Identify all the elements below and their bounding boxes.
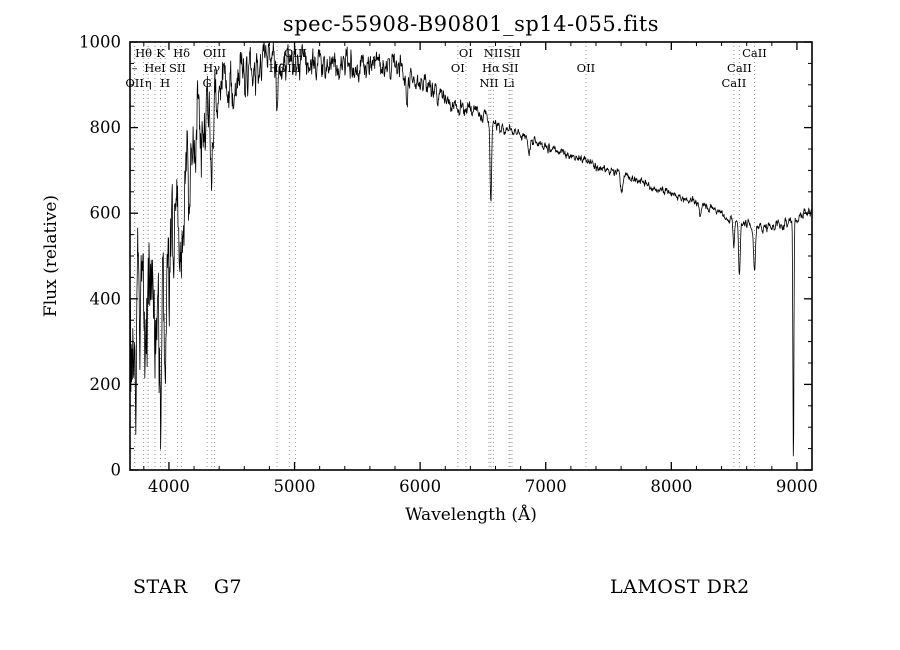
spectral-line-label: H [160,76,170,90]
y-tick-label: 200 [90,375,122,394]
y-tick-label: 1000 [79,33,121,52]
plot-title: spec-55908-B90801_sp14-055.fits [282,12,660,36]
survey-label: LAMOST DR2 [610,576,750,598]
spectral-line-label: Hδ [173,46,190,60]
object-class: STAR G7 [133,576,243,598]
spectral-line-label: CaII [727,61,752,75]
spectral-line-label: SII [503,46,520,60]
spectral-line-label: NII [479,76,498,90]
spectral-line-label: – [132,61,138,75]
spectral-line-label: OIII [203,46,226,60]
spectral-line-label: G [203,76,212,90]
x-tick-label: 4000 [148,477,190,496]
spectral-line-label: OII [577,61,596,75]
x-tick-label: 6000 [399,477,441,496]
spectral-line-label: K [156,46,165,60]
y-tick-label: 600 [90,204,122,223]
spectral-line-label: Hγ [203,61,220,75]
spectral-line-label: HeI [144,61,165,75]
spectral-line-label: CaII [722,76,747,90]
spectral-line-label: OI [459,46,473,60]
x-tick-label: 9000 [776,477,818,496]
x-tick-label: 5000 [274,477,316,496]
y-tick-label: 0 [111,461,122,480]
spectral-line-label: Hθ [135,46,152,60]
spectral-line-label: CaII [742,46,767,60]
spectral-line-label: OI [451,61,465,75]
spectrum-trace [130,41,812,457]
spectral-line-label: SII [502,61,519,75]
spectral-line-label: Li [503,76,515,90]
spectral-line-label: Hα [482,61,500,75]
spectral-line-label: SII [169,61,186,75]
spectral-line-label: NII [484,46,503,60]
y-axis-title: Flux (relative) [41,195,61,317]
spectral-line-label: OIII [278,61,301,75]
x-tick-label: 8000 [650,477,692,496]
x-tick-label: 7000 [525,477,567,496]
spectral-line-label: η [145,76,152,90]
spectral-line-label: OII [125,76,144,90]
spectral-line-label: OIII [284,46,307,60]
x-axis-title: Wavelength (Å) [405,504,537,525]
object-info-block: STAR G7 cz = −9.6 ± 13.8 km/s RA = 357.1… [133,538,437,650]
y-tick-label: 400 [90,289,122,308]
spectral-line-label: Hβ [269,61,286,75]
y-tick-label: 800 [90,118,122,137]
survey-info-block: LAMOST DR2 Obs-Date: 20111212 [610,538,788,650]
